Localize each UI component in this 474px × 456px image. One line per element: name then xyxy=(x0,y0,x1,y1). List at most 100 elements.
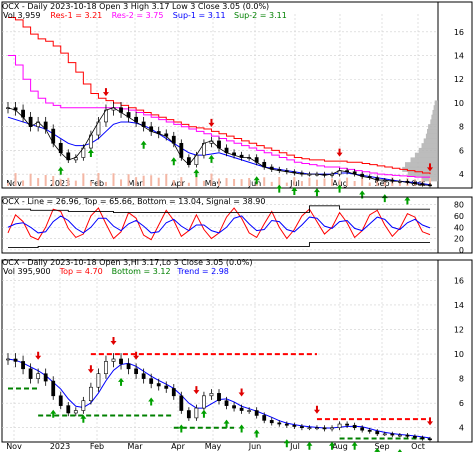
candle-body xyxy=(171,388,176,397)
volume-bar xyxy=(293,177,296,186)
x-tick-label: Oct xyxy=(411,442,425,451)
candle-body xyxy=(88,386,93,402)
volume-profile-bar xyxy=(428,124,438,130)
candle-body xyxy=(217,393,221,402)
y-tick-label: 40 xyxy=(454,223,464,232)
sell-arrow xyxy=(133,351,140,360)
volume-profile-bar xyxy=(407,171,438,177)
buy-arrow xyxy=(336,184,343,193)
x-tick-label: Sep xyxy=(374,442,389,451)
candle-body xyxy=(254,410,259,416)
y-tick-label: 4 xyxy=(459,170,464,179)
volume-bar xyxy=(14,173,17,186)
panel-frame xyxy=(1,1,473,189)
x-tick-label: Apr xyxy=(171,442,186,451)
y-tick-label: 6 xyxy=(459,146,464,155)
y-tick-label: 60 xyxy=(454,212,464,221)
candle-body xyxy=(43,373,48,382)
volume-profile-bar xyxy=(430,119,438,125)
volume-bar xyxy=(120,179,123,186)
volume-bar xyxy=(172,180,175,186)
buy-arrow xyxy=(223,419,230,428)
y-tick-label: 16 xyxy=(454,28,464,37)
candle-body xyxy=(307,427,312,430)
buy-arrow xyxy=(359,190,366,199)
oscillator-panel: 0 20 40 60 80 xyxy=(1,196,473,255)
candle-body xyxy=(164,385,169,389)
volume-bar xyxy=(225,178,228,186)
candle-body xyxy=(96,373,101,388)
candle-body xyxy=(156,383,161,387)
buy-arrow xyxy=(404,196,411,205)
candle-body xyxy=(284,423,289,426)
buy-arrow xyxy=(306,441,313,450)
panel-frame xyxy=(1,196,473,254)
y-tick-label: 12 xyxy=(454,326,464,335)
x-tick-label: Apr xyxy=(171,179,186,188)
volume-bar xyxy=(218,178,220,186)
close-line xyxy=(7,107,431,186)
volume-profile-bar xyxy=(418,147,438,153)
volume-bar xyxy=(104,181,107,186)
volume-bar xyxy=(361,177,364,186)
candle-body xyxy=(149,378,154,384)
candle-body xyxy=(292,424,297,427)
candle-body xyxy=(397,434,402,437)
volume-profile-bar xyxy=(414,152,438,158)
candle-body xyxy=(375,431,380,435)
buy-arrow xyxy=(170,157,177,166)
buy-arrow xyxy=(178,424,185,433)
buy-arrow xyxy=(200,409,207,418)
volume-bar xyxy=(97,173,100,186)
y-tick-label: 10 xyxy=(454,350,464,359)
sell-arrow xyxy=(313,405,320,414)
legend-entry: Res-1 = 3.21 xyxy=(50,11,102,20)
y-tick-label: 14 xyxy=(454,301,464,310)
legend-entry: Vol 395,900 xyxy=(3,267,51,276)
y-tick-label: 20 xyxy=(454,235,464,244)
candle-body xyxy=(134,368,139,375)
candle-body xyxy=(277,422,282,425)
candle-body xyxy=(126,363,131,370)
buy-arrow xyxy=(313,188,320,197)
candle-body xyxy=(194,407,199,419)
volume-bar xyxy=(67,177,70,186)
volume-bar xyxy=(285,182,288,186)
y-tick-label: 0 xyxy=(459,246,464,255)
buy-arrow xyxy=(208,154,215,163)
volume-bar xyxy=(323,178,326,186)
volume-bar xyxy=(157,177,160,186)
candle-body xyxy=(322,427,327,430)
volume-profile-bar xyxy=(427,128,438,134)
x-tick-label: Feb xyxy=(90,442,104,451)
series-res-1-line xyxy=(8,17,431,175)
candle-body xyxy=(21,361,25,370)
volume-bar xyxy=(89,181,92,186)
candle-body xyxy=(141,373,146,379)
buy-arrow xyxy=(253,176,260,185)
candle-body xyxy=(247,410,252,412)
volume-profile-bar xyxy=(432,109,438,115)
x-tick-label: Sep xyxy=(374,179,389,188)
sell-arrow xyxy=(238,388,245,397)
y-tick-label: 12 xyxy=(454,75,464,84)
volume-bar xyxy=(7,183,9,186)
volume-bar xyxy=(59,179,62,186)
price-trend-panel: 4 6 8 10 12 14 16 Nov 2023 Feb Mar Apr May Jun Jul Aug S… xyxy=(1,259,473,456)
series-bottom-line xyxy=(8,242,430,249)
sell-arrow xyxy=(427,417,433,426)
candle-body xyxy=(224,400,229,406)
candle-body xyxy=(330,427,334,430)
x-tick-label: Nov xyxy=(6,179,22,188)
volume-bar xyxy=(270,181,273,186)
buy-arrow xyxy=(238,424,245,433)
volume-bar xyxy=(346,177,349,186)
buy-arrow xyxy=(80,414,87,423)
candle-body xyxy=(269,420,274,424)
x-tick-label: Mar xyxy=(127,442,143,451)
candle-body xyxy=(6,358,10,361)
volume-bar xyxy=(44,175,47,186)
x-tick-label: May xyxy=(205,179,222,188)
panel-frame xyxy=(1,259,473,443)
y-tick-label: 80 xyxy=(454,201,464,210)
